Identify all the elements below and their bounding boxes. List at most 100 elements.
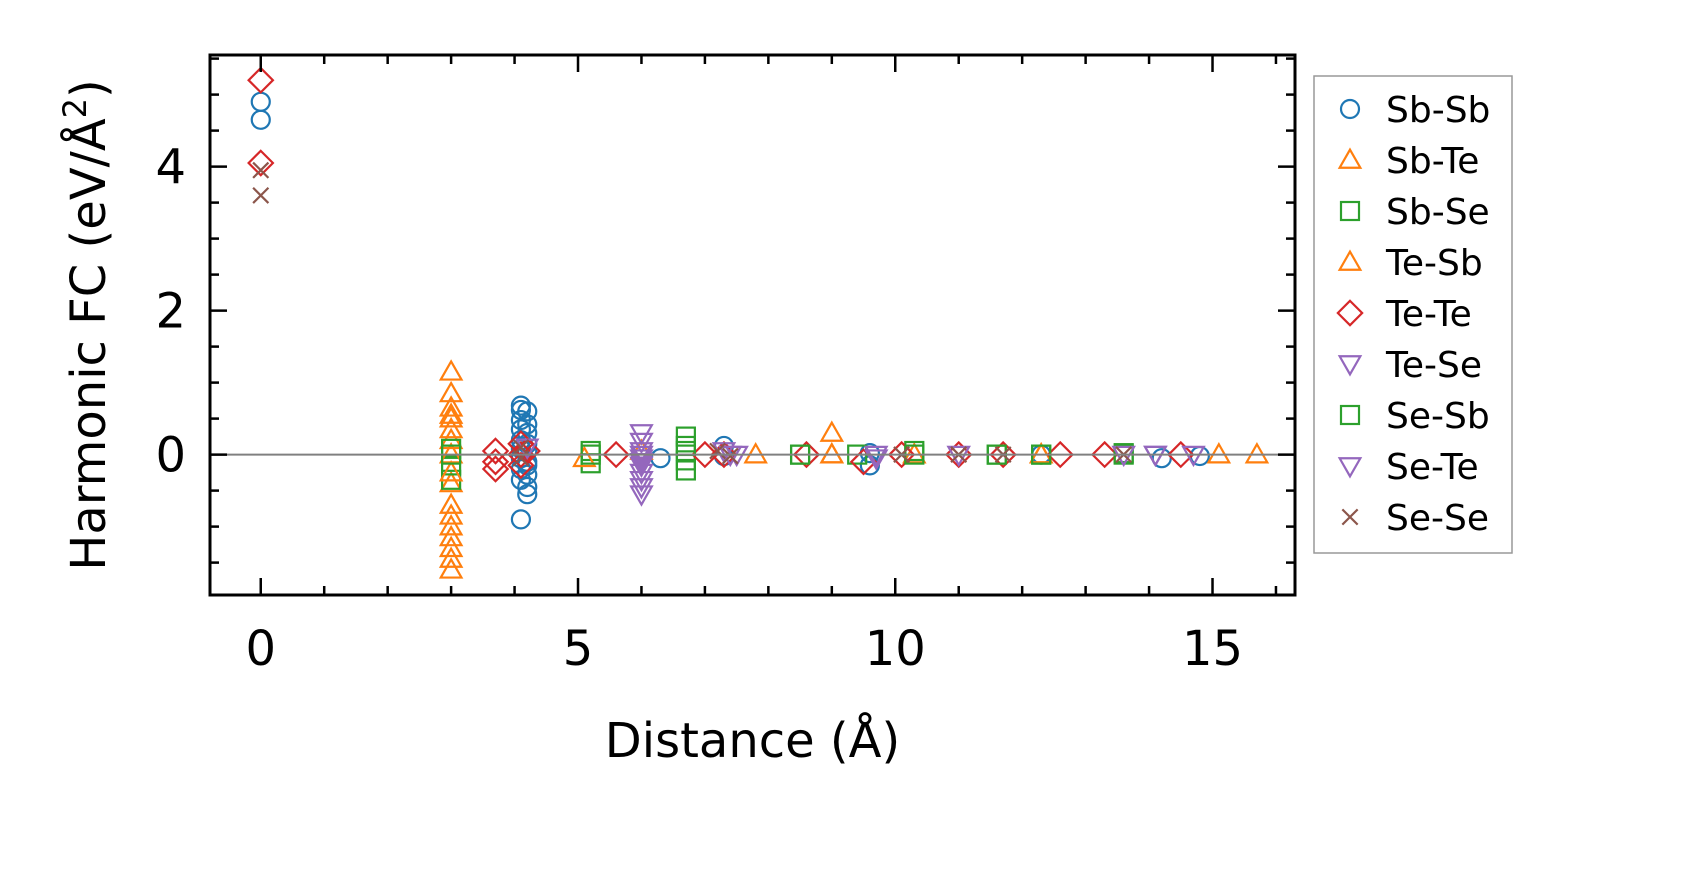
- series-sb-te: [438, 359, 1270, 579]
- data-point-te-te: [1167, 440, 1195, 469]
- data-point-sb-te: [438, 492, 464, 514]
- data-point-se-se: [252, 186, 270, 204]
- legend: Sb-Sb Sb-Te Sb-Se Te-Sb Te-Te Te-Se Se-Sb Se-Te…: [1313, 75, 1513, 554]
- data-point-sb-sb: [517, 414, 538, 435]
- data-point-se-se: [252, 161, 270, 179]
- data-point-sb-te: [902, 442, 927, 464]
- data-point-te-sb: [1028, 442, 1054, 464]
- legend-marker-icon: [1337, 249, 1363, 271]
- legend-label: Te-Se: [1385, 345, 1482, 386]
- data-point-sb-sb: [517, 401, 538, 422]
- data-point-se-se: [512, 449, 530, 467]
- data-point-te-se: [1181, 445, 1206, 468]
- data-point-te-sb: [438, 460, 464, 482]
- data-point-te-te: [792, 440, 821, 469]
- x-tick-label: 0: [245, 621, 276, 677]
- legend-label: Se-Te: [1386, 447, 1479, 488]
- data-point-se-te: [863, 445, 889, 468]
- data-point-sb-sb: [650, 448, 671, 469]
- legend-label: Te-Sb: [1385, 243, 1483, 284]
- legend-marker-icon: [1337, 147, 1363, 169]
- data-point-te-te: [507, 440, 535, 469]
- data-point-te-sb: [572, 445, 597, 468]
- data-point-se-te: [1111, 445, 1136, 468]
- data-point-se-te: [1143, 445, 1168, 468]
- legend-entry: Sb-Te: [1337, 141, 1479, 182]
- legend-entry: Se-Sb: [1339, 396, 1490, 437]
- data-point-sb-sb: [250, 91, 271, 112]
- x-tick-label: 10: [865, 621, 926, 677]
- legend-entry: Sb-Se: [1339, 192, 1490, 233]
- x-tick-label: 5: [563, 621, 594, 677]
- data-point-sb-te: [438, 359, 464, 381]
- data-point-sb-te: [438, 514, 464, 536]
- data-point-te-sb: [819, 442, 845, 464]
- data-point-te-te: [1046, 440, 1074, 469]
- series-se-sb: [441, 435, 1134, 465]
- data-point-sb-te: [438, 557, 464, 579]
- data-point-sb-te: [438, 416, 464, 439]
- legend-marker-icon: [1339, 98, 1361, 120]
- data-point-te-sb: [438, 402, 464, 424]
- series-se-te: [515, 438, 1168, 475]
- data-point-te-te: [247, 149, 275, 177]
- legend-label: Sb-Sb: [1386, 90, 1490, 131]
- data-point-sb-te: [819, 420, 845, 442]
- legend-marker-icon: [1339, 404, 1361, 426]
- data-point-te-te: [481, 448, 510, 476]
- data-point-sb-te: [743, 442, 768, 464]
- data-point-sb-sb: [517, 476, 538, 498]
- legend-label: Te-Te: [1385, 294, 1472, 335]
- data-point-sb-te: [1206, 442, 1232, 464]
- data-point-sb-te: [438, 524, 464, 547]
- legend-marker-icon: [1341, 508, 1359, 526]
- data-point-te-te: [989, 440, 1017, 469]
- x-axis-label: Distance (Å): [605, 712, 900, 769]
- data-point-sb-sb: [517, 484, 538, 505]
- data-point-se-se: [721, 447, 739, 465]
- data-point-te-se: [629, 485, 654, 507]
- data-point-sb-te: [438, 406, 464, 428]
- legend-entry: Se-Te: [1337, 447, 1479, 488]
- data-point-te-te: [481, 455, 510, 483]
- data-point-sb-te: [819, 442, 845, 464]
- data-point-sb-sb: [510, 509, 532, 530]
- series-te-se: [629, 424, 1206, 507]
- data-layer: [247, 66, 1270, 579]
- y-axis-label: Harmonic FC (eV/Å2): [56, 79, 117, 571]
- legend-label: Sb-Se: [1386, 192, 1490, 233]
- data-point-sb-se: [441, 455, 462, 476]
- legend-marker-icon: [1337, 355, 1363, 377]
- legend-entry: Te-Sb: [1337, 243, 1483, 284]
- data-point-se-te: [629, 445, 654, 468]
- data-point-se-te: [946, 445, 971, 468]
- data-point-sb-te: [438, 395, 464, 417]
- series-se-se: [252, 161, 1133, 467]
- data-point-se-se: [709, 442, 727, 460]
- data-point-te-te: [691, 440, 719, 469]
- legend-entry: Te-Se: [1337, 345, 1482, 386]
- data-point-sb-te: [1244, 442, 1270, 464]
- data-point-sb-te: [438, 470, 464, 493]
- y-axis-label-superscript: 2: [56, 98, 94, 118]
- data-point-sb-se: [675, 460, 696, 481]
- data-point-te-te: [1090, 440, 1119, 469]
- data-point-te-se: [629, 449, 654, 471]
- legend-marker-icon: [1336, 299, 1364, 327]
- data-point-te-te: [247, 66, 275, 94]
- y-axis-label-main: Harmonic FC (eV/Å: [60, 118, 117, 571]
- data-point-se-te: [718, 445, 743, 468]
- legend-marker-icon: [1337, 457, 1363, 479]
- data-point-te-te: [481, 437, 510, 465]
- data-point-te-se: [863, 449, 889, 471]
- legend-entry: Sb-Sb: [1339, 90, 1490, 131]
- y-tick-label: 0: [155, 428, 186, 484]
- data-point-sb-te: [438, 535, 464, 558]
- x-tick-label: 15: [1182, 621, 1243, 677]
- legend-label: Se-Sb: [1386, 396, 1490, 437]
- y-axis-label-close: ): [61, 79, 117, 98]
- y-tick-label: 4: [155, 140, 186, 196]
- legend-entry: Te-Te: [1336, 294, 1472, 335]
- legend-marker-icon: [1339, 200, 1361, 222]
